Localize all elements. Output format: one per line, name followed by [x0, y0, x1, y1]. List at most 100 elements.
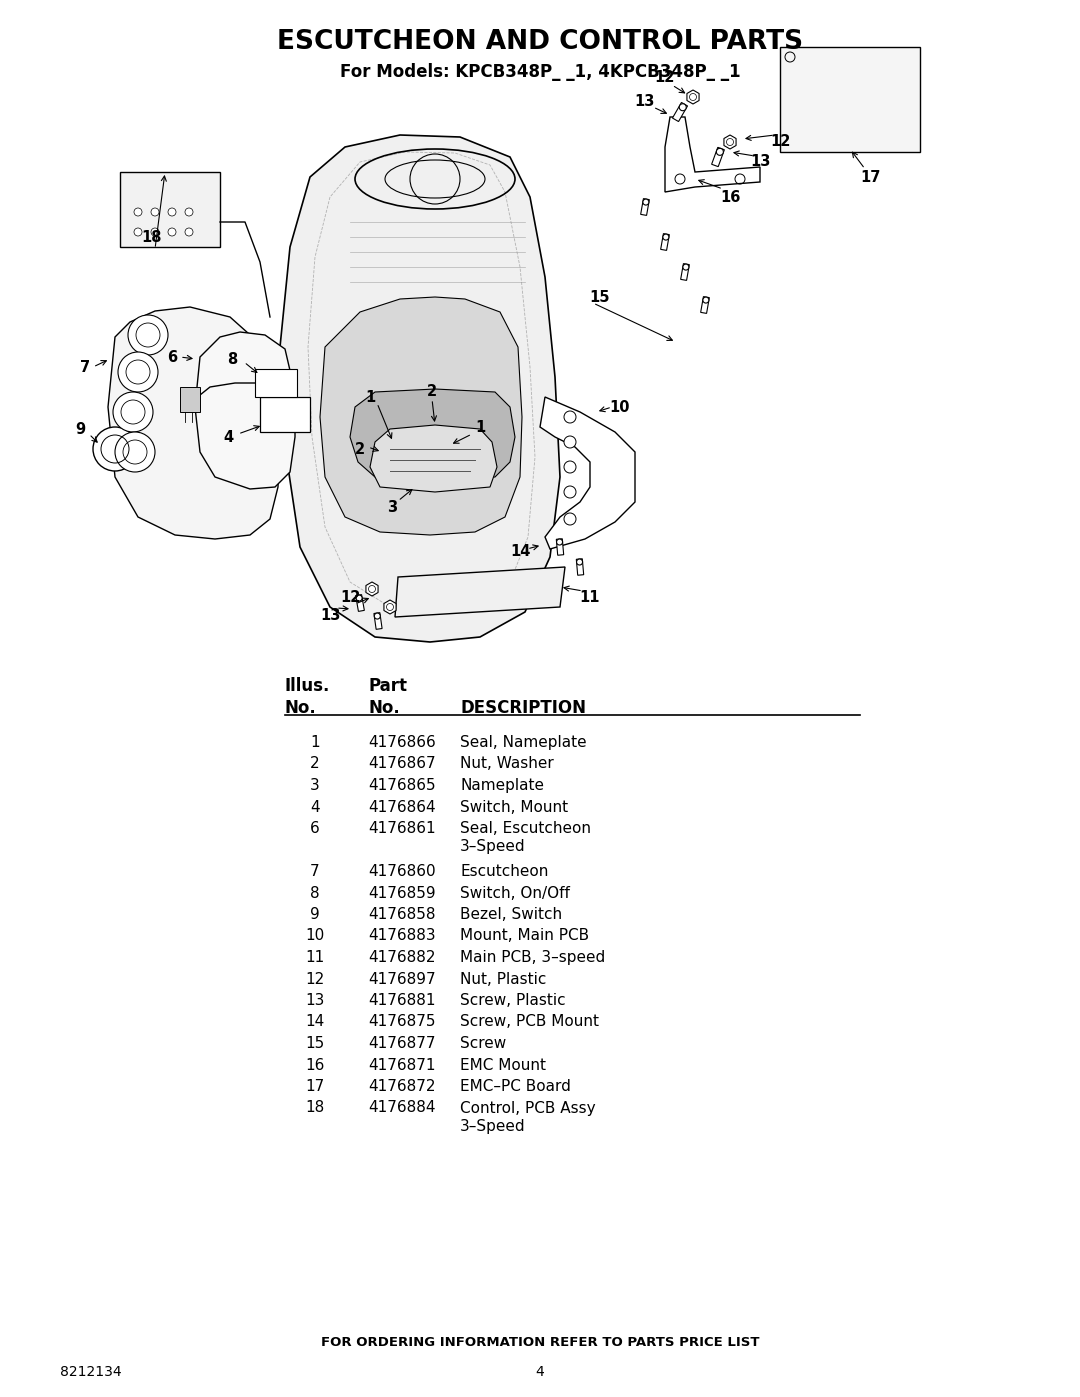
- Text: 4176877: 4176877: [368, 1037, 435, 1051]
- Text: 9: 9: [75, 422, 85, 436]
- Text: 16: 16: [306, 1058, 325, 1073]
- Text: 3–Speed: 3–Speed: [460, 840, 526, 855]
- Text: 12: 12: [306, 971, 325, 986]
- Text: 9: 9: [310, 907, 320, 922]
- Text: 9: 9: [310, 888, 320, 904]
- Circle shape: [93, 427, 137, 471]
- Bar: [701, 296, 710, 313]
- Text: 4176865: 4176865: [368, 778, 435, 793]
- Text: 13: 13: [306, 977, 325, 992]
- Text: 4176884: 4176884: [368, 1101, 435, 1115]
- Text: 4176883: 4176883: [368, 929, 435, 943]
- Text: 4176875: 4176875: [368, 999, 435, 1014]
- Circle shape: [375, 613, 380, 619]
- Text: Screw, PCB Mount: Screw, PCB Mount: [460, 1014, 599, 1030]
- Polygon shape: [665, 117, 760, 191]
- Circle shape: [185, 228, 193, 236]
- Text: 16: 16: [306, 1044, 325, 1058]
- Text: 18: 18: [306, 1101, 325, 1115]
- Circle shape: [151, 228, 159, 236]
- Text: 13: 13: [306, 993, 325, 1009]
- Circle shape: [113, 393, 153, 432]
- Text: Main PCB, 3–speed: Main PCB, 3–speed: [460, 933, 605, 949]
- Bar: [640, 198, 649, 215]
- Text: 8: 8: [310, 886, 320, 901]
- Polygon shape: [280, 136, 561, 643]
- Circle shape: [356, 595, 362, 601]
- Text: 4176867: 4176867: [368, 757, 435, 771]
- Text: 4176872: 4176872: [368, 1065, 435, 1080]
- Text: 4176897: 4176897: [368, 956, 435, 970]
- Polygon shape: [195, 332, 295, 489]
- Circle shape: [683, 264, 689, 270]
- Circle shape: [564, 411, 576, 423]
- Polygon shape: [540, 397, 635, 549]
- Text: 11: 11: [306, 950, 325, 965]
- Text: Seal, Nameplate: Seal, Nameplate: [460, 735, 586, 750]
- Text: 4: 4: [536, 1365, 544, 1379]
- Text: 15: 15: [590, 289, 610, 305]
- Text: 14: 14: [306, 1014, 325, 1030]
- Text: 4176872: 4176872: [368, 1078, 435, 1094]
- Text: Part: Part: [368, 678, 407, 694]
- Circle shape: [663, 235, 669, 240]
- Text: 10: 10: [306, 911, 325, 926]
- Text: 4176882: 4176882: [368, 933, 435, 949]
- Text: 3–Speed: 3–Speed: [460, 842, 526, 856]
- Text: Switch, Mount: Switch, Mount: [460, 800, 568, 816]
- Text: 11: 11: [306, 933, 325, 949]
- Text: 4176884: 4176884: [368, 1087, 435, 1102]
- Text: 14: 14: [306, 999, 325, 1014]
- Text: 3–Speed: 3–Speed: [460, 1105, 526, 1120]
- Text: Screw, Plastic: Screw, Plastic: [460, 977, 566, 992]
- Circle shape: [564, 436, 576, 448]
- Text: 4176858: 4176858: [368, 888, 435, 904]
- Text: For Models: KPCB348P_ _1, 4KPCB348P_ _1: For Models: KPCB348P_ _1, 4KPCB348P_ _1: [340, 63, 740, 81]
- Bar: [255, 369, 297, 397]
- Bar: [280, 715, 1080, 1397]
- Bar: [577, 559, 583, 576]
- Text: Seal, Nameplate: Seal, Nameplate: [460, 735, 586, 750]
- Text: 13: 13: [750, 155, 770, 169]
- Text: 4176860: 4176860: [368, 845, 435, 861]
- Bar: [120, 172, 220, 247]
- Polygon shape: [395, 567, 565, 617]
- Text: 4176882: 4176882: [368, 950, 435, 965]
- Text: 12: 12: [770, 134, 791, 149]
- Bar: [260, 397, 310, 432]
- Circle shape: [643, 200, 649, 205]
- Text: 13: 13: [635, 95, 656, 109]
- Polygon shape: [724, 136, 737, 149]
- Text: 15: 15: [306, 1037, 325, 1051]
- Circle shape: [134, 228, 141, 236]
- Text: Mount, Main PCB: Mount, Main PCB: [460, 911, 589, 926]
- Circle shape: [679, 103, 686, 110]
- Bar: [180, 387, 200, 412]
- Text: 3: 3: [387, 500, 397, 514]
- Text: Screw, Plastic: Screw, Plastic: [460, 993, 566, 1009]
- Text: 2: 2: [427, 384, 437, 400]
- Circle shape: [577, 559, 582, 564]
- Text: 3: 3: [310, 780, 320, 793]
- Circle shape: [703, 298, 708, 303]
- Text: 3–Speed: 3–Speed: [460, 1119, 526, 1134]
- Text: 10: 10: [610, 400, 631, 415]
- Text: Control, PCB Assy: Control, PCB Assy: [460, 1087, 596, 1102]
- Circle shape: [129, 314, 168, 355]
- Text: Escutcheon: Escutcheon: [460, 845, 549, 861]
- Text: Mount, Main PCB: Mount, Main PCB: [460, 929, 589, 943]
- Text: 12: 12: [654, 70, 675, 84]
- Text: Nameplate: Nameplate: [460, 778, 544, 793]
- Bar: [355, 595, 364, 612]
- Text: 17: 17: [306, 1065, 325, 1080]
- Text: Nut, Washer: Nut, Washer: [460, 757, 554, 773]
- Text: 12: 12: [306, 956, 325, 970]
- Text: 17: 17: [860, 169, 880, 184]
- Text: 16: 16: [719, 190, 740, 204]
- Bar: [661, 233, 670, 250]
- Text: 18: 18: [306, 1087, 325, 1102]
- Text: 4176861: 4176861: [368, 821, 435, 835]
- Text: Switch, On/Off: Switch, On/Off: [460, 886, 570, 901]
- Polygon shape: [320, 298, 522, 535]
- Circle shape: [556, 539, 563, 545]
